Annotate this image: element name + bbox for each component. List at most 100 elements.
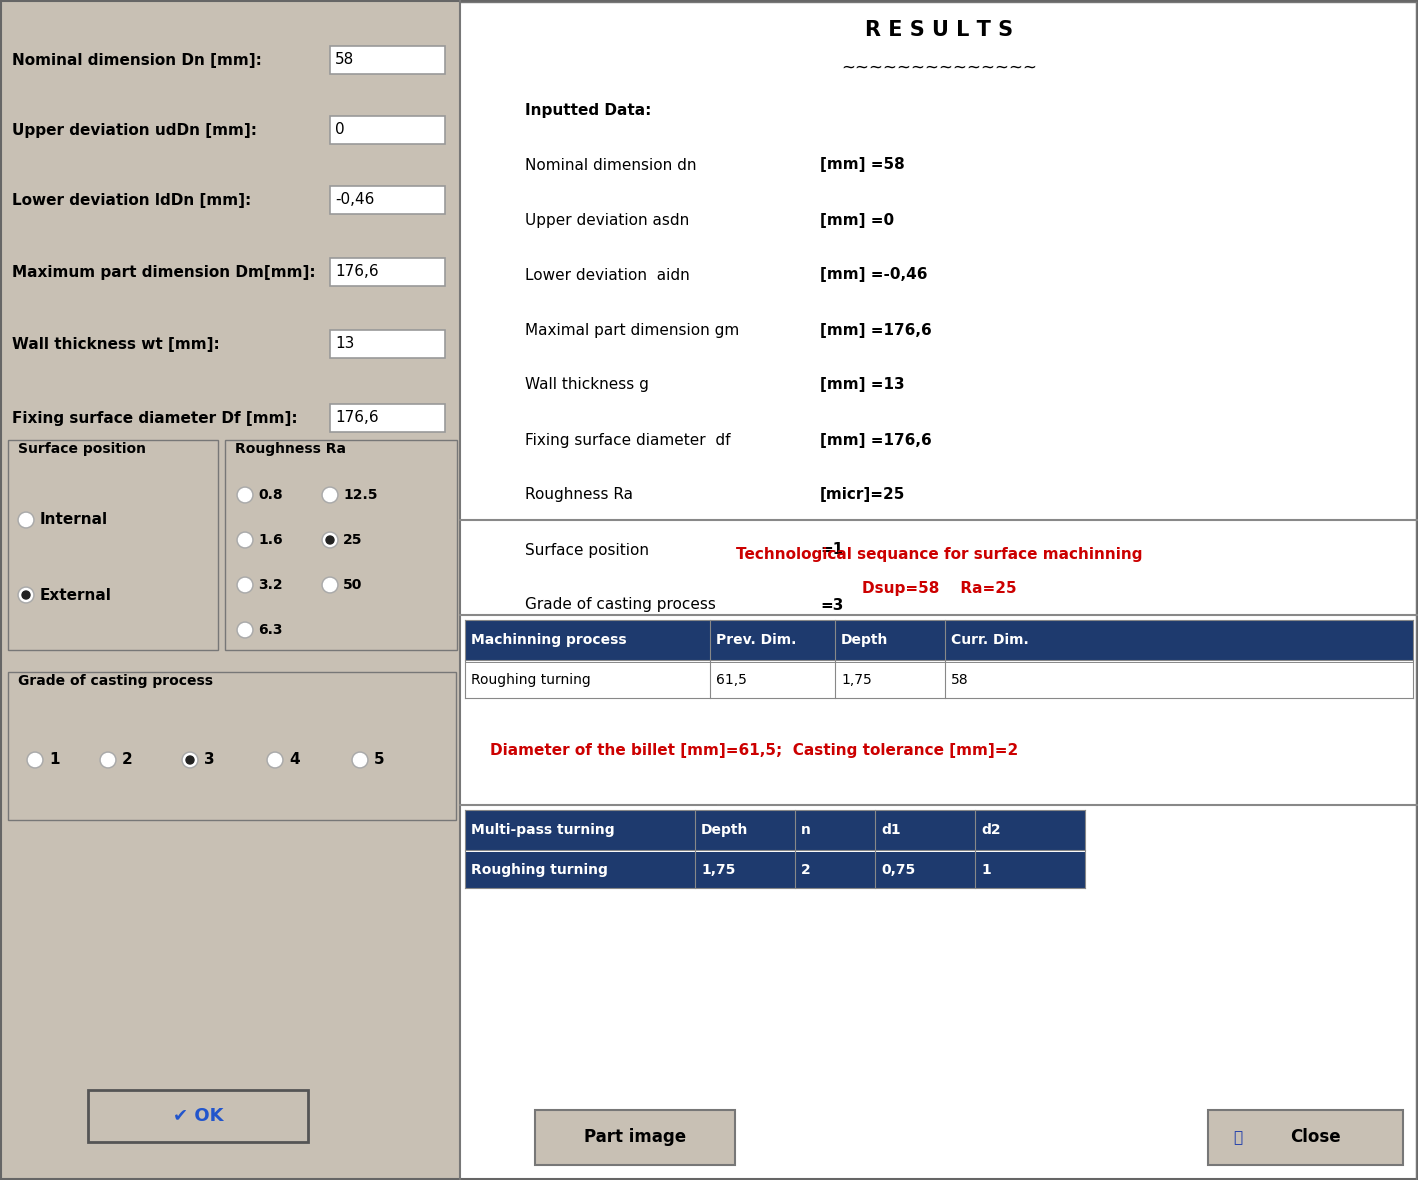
Text: [mm] =0: [mm] =0 (820, 212, 895, 228)
Text: Close: Close (1290, 1128, 1341, 1147)
Text: Roughness Ra: Roughness Ra (525, 487, 632, 503)
Text: Maximal part dimension gm: Maximal part dimension gm (525, 322, 739, 337)
Text: Diameter of the billet [mm]=61,5;  Casting tolerance [mm]=2: Diameter of the billet [mm]=61,5; Castin… (491, 742, 1018, 758)
Text: Lower deviation ldDn [mm]:: Lower deviation ldDn [mm]: (11, 192, 251, 208)
Circle shape (326, 536, 335, 544)
FancyBboxPatch shape (459, 0, 1418, 1180)
Circle shape (28, 754, 41, 767)
Text: 176,6: 176,6 (335, 264, 379, 280)
FancyBboxPatch shape (535, 1110, 735, 1165)
Text: 6.3: 6.3 (258, 623, 282, 637)
Text: Surface position: Surface position (525, 543, 649, 557)
FancyBboxPatch shape (330, 46, 445, 74)
Text: Nominal dimension dn: Nominal dimension dn (525, 157, 696, 172)
Text: 1,75: 1,75 (841, 673, 872, 687)
Text: Surface position: Surface position (18, 442, 146, 455)
Text: Grade of casting process: Grade of casting process (525, 597, 716, 612)
Text: Upper deviation udDn [mm]:: Upper deviation udDn [mm]: (11, 123, 257, 138)
Text: 3: 3 (204, 753, 214, 767)
Text: 58: 58 (951, 673, 968, 687)
Text: n: n (801, 822, 811, 837)
FancyBboxPatch shape (330, 330, 445, 358)
FancyBboxPatch shape (9, 440, 218, 650)
Text: 0,75: 0,75 (881, 863, 915, 877)
Circle shape (18, 512, 34, 527)
Circle shape (323, 489, 336, 502)
Circle shape (238, 623, 251, 636)
FancyBboxPatch shape (330, 258, 445, 286)
Circle shape (322, 532, 337, 548)
Text: Grade of casting process: Grade of casting process (18, 674, 213, 688)
Text: Technological sequance for surface machinning: Technological sequance for surface machi… (736, 548, 1143, 563)
Text: 61,5: 61,5 (716, 673, 747, 687)
Text: 1.6: 1.6 (258, 533, 282, 548)
FancyBboxPatch shape (9, 671, 457, 820)
Text: 3.2: 3.2 (258, 578, 282, 592)
Text: Fixing surface diameter Df [mm]:: Fixing surface diameter Df [mm]: (11, 411, 298, 426)
FancyBboxPatch shape (330, 186, 445, 214)
Text: d1: d1 (881, 822, 900, 837)
Text: Depth: Depth (841, 632, 888, 647)
Text: 25: 25 (343, 533, 363, 548)
Text: Internal: Internal (40, 512, 108, 527)
Text: 176,6: 176,6 (335, 411, 379, 426)
Text: [mm] =-0,46: [mm] =-0,46 (820, 268, 927, 282)
Text: R E S U L T S: R E S U L T S (865, 20, 1012, 40)
Circle shape (102, 754, 115, 767)
Text: Depth: Depth (700, 822, 749, 837)
Circle shape (323, 533, 336, 546)
Circle shape (267, 752, 284, 768)
Text: 0: 0 (335, 123, 345, 138)
Circle shape (322, 577, 337, 594)
Text: Roughing turning: Roughing turning (471, 673, 591, 687)
Circle shape (20, 513, 33, 526)
Text: 2: 2 (122, 753, 133, 767)
FancyBboxPatch shape (225, 440, 457, 650)
Text: Curr. Dim.: Curr. Dim. (951, 632, 1028, 647)
Circle shape (101, 752, 116, 768)
Circle shape (268, 754, 282, 767)
Text: Wall thickness g: Wall thickness g (525, 378, 649, 393)
Circle shape (238, 578, 251, 591)
Text: 1,75: 1,75 (700, 863, 736, 877)
Text: Lower deviation  aidn: Lower deviation aidn (525, 268, 689, 282)
Circle shape (322, 487, 337, 503)
Text: Wall thickness wt [mm]:: Wall thickness wt [mm]: (11, 336, 220, 352)
FancyBboxPatch shape (465, 662, 1412, 699)
Circle shape (23, 591, 30, 599)
FancyBboxPatch shape (330, 404, 445, 432)
Text: 📊: 📊 (1234, 1130, 1242, 1145)
Text: [mm] =58: [mm] =58 (820, 157, 905, 172)
Text: 2: 2 (801, 863, 811, 877)
Text: ~~~~~~~~~~~~~~: ~~~~~~~~~~~~~~ (841, 59, 1037, 77)
Text: ✔ OK: ✔ OK (173, 1107, 223, 1125)
Circle shape (352, 752, 369, 768)
Text: Nominal dimension Dn [mm]:: Nominal dimension Dn [mm]: (11, 52, 262, 67)
FancyBboxPatch shape (0, 0, 459, 1180)
Circle shape (18, 586, 34, 603)
Circle shape (237, 532, 252, 548)
Text: Fixing surface diameter  df: Fixing surface diameter df (525, 433, 730, 447)
Circle shape (183, 754, 197, 767)
Text: External: External (40, 588, 112, 603)
Text: Upper deviation asdn: Upper deviation asdn (525, 212, 689, 228)
Text: 13: 13 (335, 336, 354, 352)
Text: [mm] =176,6: [mm] =176,6 (820, 433, 932, 447)
Text: 1: 1 (50, 753, 60, 767)
Circle shape (182, 752, 199, 768)
FancyBboxPatch shape (88, 1090, 308, 1142)
FancyBboxPatch shape (465, 852, 1085, 889)
Text: =1: =1 (820, 543, 844, 557)
Text: 50: 50 (343, 578, 363, 592)
Circle shape (27, 752, 43, 768)
Circle shape (20, 589, 33, 602)
Circle shape (237, 622, 252, 638)
Text: Dsup=58    Ra=25: Dsup=58 Ra=25 (862, 581, 1017, 596)
Text: Roughness Ra: Roughness Ra (235, 442, 346, 455)
Text: [mm] =176,6: [mm] =176,6 (820, 322, 932, 337)
Circle shape (186, 756, 194, 763)
Text: 4: 4 (289, 753, 299, 767)
Circle shape (323, 578, 336, 591)
Text: Maximum part dimension Dm[mm]:: Maximum part dimension Dm[mm]: (11, 264, 316, 280)
Text: [mm] =13: [mm] =13 (820, 378, 905, 393)
